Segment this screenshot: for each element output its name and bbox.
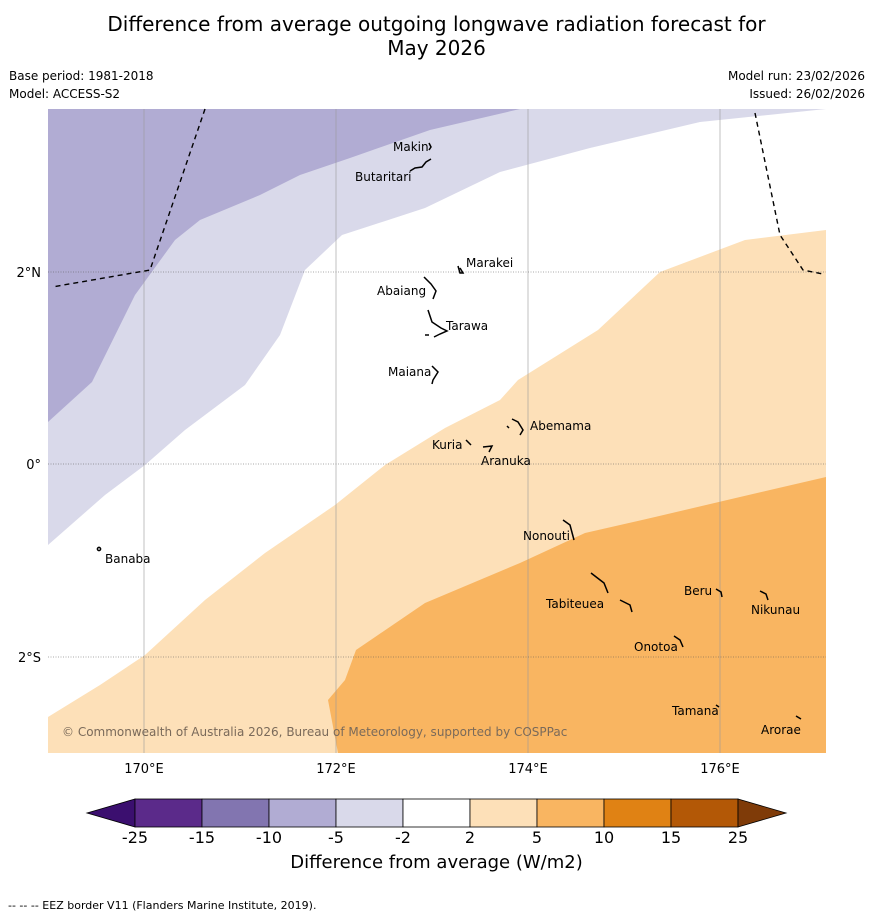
colorbar-extend-low <box>85 798 136 828</box>
label-arorae: Arorae <box>761 723 801 737</box>
tabiteuea-north <box>590 572 609 594</box>
kuria-island <box>465 439 472 446</box>
label-tamana: Tamana <box>671 704 719 718</box>
tabiteuea-south <box>619 599 633 613</box>
label-tarawa: Tarawa <box>445 319 488 333</box>
colorbar-segment <box>469 798 538 828</box>
gridlines <box>48 109 826 753</box>
beru-island <box>715 588 723 598</box>
band-minus10-minus5 <box>48 109 520 422</box>
label-onotoa: Onotoa <box>634 640 678 654</box>
lon-label-170: 170°E <box>124 762 164 777</box>
colorbar-segment <box>536 798 605 828</box>
tamana-island <box>715 704 720 708</box>
colorbar-segment <box>268 798 337 828</box>
label-makin: Makin <box>393 140 429 154</box>
onotoa-island <box>673 635 684 648</box>
colorbar-segment <box>201 798 270 828</box>
label-beru: Beru <box>684 584 712 598</box>
lon-label-174: 174°E <box>508 762 548 777</box>
colorbar-tick-label: 2 <box>464 828 476 847</box>
meta-right: Model run: 23/02/2026 Issued: 26/02/2026 <box>728 67 865 103</box>
colorbar-tick-label: 15 <box>660 828 682 847</box>
colorbar-segment <box>670 798 739 828</box>
colorbar <box>85 798 788 828</box>
colorbar-segment <box>603 798 672 828</box>
colorbar-title: Difference from average (W/m2) <box>290 852 583 873</box>
colorbar-segment <box>335 798 404 828</box>
colorbar-tick-label: -5 <box>328 828 344 847</box>
label-nikunau: Nikunau <box>751 603 800 617</box>
colorbar-tick-label: 25 <box>727 828 749 847</box>
label-abaiang: Abaiang <box>377 284 426 298</box>
makin-island <box>428 142 432 151</box>
label-banaba: Banaba <box>105 552 151 566</box>
colorbar-tick-label: -10 <box>255 828 283 847</box>
nonouti-island <box>562 519 575 541</box>
colorbar-tick-label: 5 <box>531 828 543 847</box>
butaritari-island <box>409 158 432 172</box>
copyright-notice: © Commonwealth of Australia 2026, Bureau… <box>62 725 567 739</box>
marakei-island <box>457 265 465 274</box>
lon-label-176: 176°E <box>700 762 740 777</box>
lat-label-2s: 2°S <box>18 651 41 666</box>
arorae-island <box>795 715 802 720</box>
eez-border <box>51 108 824 288</box>
colorbar-tick-label: -15 <box>188 828 216 847</box>
abaiang-island <box>423 276 437 300</box>
banaba-island <box>96 546 102 552</box>
band-5-10 <box>328 477 826 753</box>
label-tabiteuea: Tabiteuea <box>545 597 604 611</box>
colorbar-extend-high <box>737 798 788 828</box>
model-run: Model run: 23/02/2026 <box>727 69 865 83</box>
nikunau-island <box>759 590 769 601</box>
meta-left: Base period: 1981-2018 Model: ACCESS-S2 <box>9 67 154 103</box>
band-minus5-minus2 <box>48 109 826 545</box>
title-line-2: May 2026 <box>387 36 486 60</box>
lat-label-2n: 2°N <box>17 266 42 281</box>
abemama-west <box>506 425 510 429</box>
label-maiana: Maiana <box>388 365 431 379</box>
lat-label-0: 0° <box>26 458 41 473</box>
abemama-island <box>511 418 524 436</box>
plot-area <box>48 109 826 753</box>
island-outlines <box>96 142 802 720</box>
model-name: Model: ACCESS-S2 <box>9 87 121 101</box>
issued-date: Issued: 26/02/2026 <box>749 87 865 101</box>
colorbar-segment <box>402 798 471 828</box>
label-butaritari: Butaritari <box>355 170 412 184</box>
label-nonouti: Nonouti <box>523 529 570 543</box>
label-abemama: Abemama <box>530 419 591 433</box>
colorbar-tick-label: -25 <box>121 828 149 847</box>
colorbar-tick-label: 10 <box>593 828 615 847</box>
label-kuria: Kuria <box>432 438 463 452</box>
aranuka-island <box>482 445 494 453</box>
label-marakei: Marakei <box>466 256 513 270</box>
colorbar-tick-label: -2 <box>395 828 411 847</box>
map-title: Difference from average outgoing longwav… <box>0 12 873 60</box>
tarawa-island <box>427 309 449 338</box>
base-period: Base period: 1981-2018 <box>9 69 154 83</box>
maiana-island <box>431 365 439 385</box>
footnote: -- -- -- EEZ border V11 (Flanders Marine… <box>8 899 317 912</box>
title-line-1: Difference from average outgoing longwav… <box>107 12 766 36</box>
label-aranuka: Aranuka <box>481 454 531 468</box>
colorbar-segment <box>134 798 203 828</box>
lon-label-172: 172°E <box>316 762 356 777</box>
